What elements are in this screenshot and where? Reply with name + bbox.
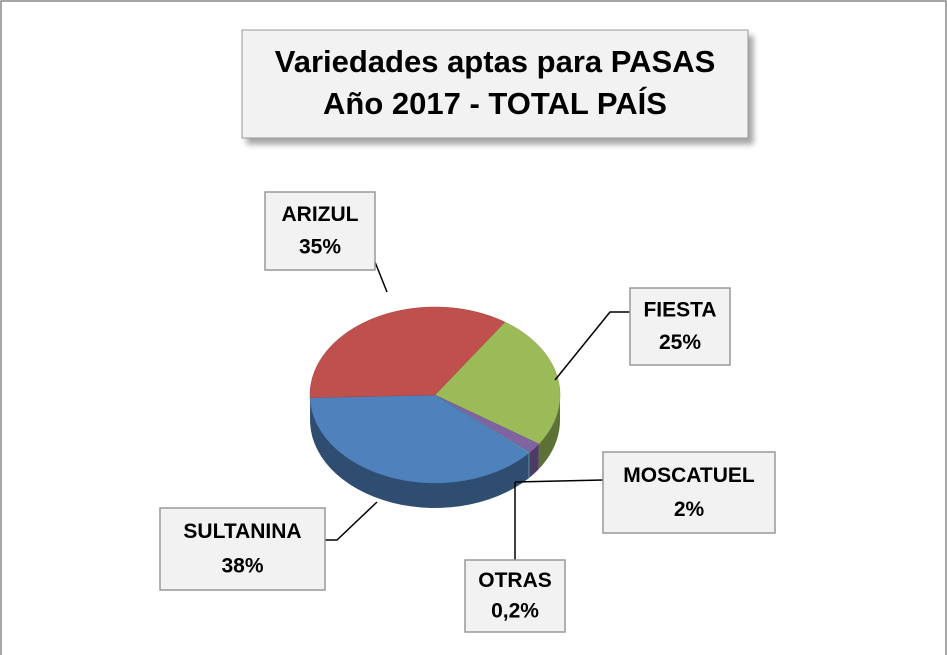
chart-title: Variedades aptas para PASAS [275,44,716,79]
category-label: OTRAS [478,569,552,592]
pie [309,306,561,508]
leader-line [554,311,630,381]
value-label: 2% [674,498,705,521]
slice-side [538,395,560,469]
leader-line [325,501,378,541]
slice-side [529,443,539,478]
slice [434,394,540,454]
slice-side [528,452,530,479]
label-box [602,451,776,534]
chart-subtitle: Año 2017 - TOTAL PAÍS [323,86,667,121]
value-label: 38% [221,555,263,578]
category-label: FIESTA [643,299,716,322]
slice [309,306,506,398]
category-label: SULTANINA [183,520,301,543]
label-box [464,559,566,633]
labels: FIESTA 25% MOSCATUEL 2% OTRAS 0,2% SULTANINA 38… [159,191,776,633]
title-box [241,29,749,139]
label-box [629,287,731,366]
category-label: ARIZUL [282,203,359,226]
label-box [159,507,326,591]
value-label: 25% [659,331,701,354]
slice-side [310,397,529,508]
leader-line [374,261,388,293]
category-label: MOSCATUEL [623,464,755,487]
leader-line [514,479,604,483]
slice [434,321,561,445]
value-label: 35% [299,236,341,259]
label-box [264,191,376,271]
value-label: 0,2% [491,599,539,622]
slice [309,394,529,484]
